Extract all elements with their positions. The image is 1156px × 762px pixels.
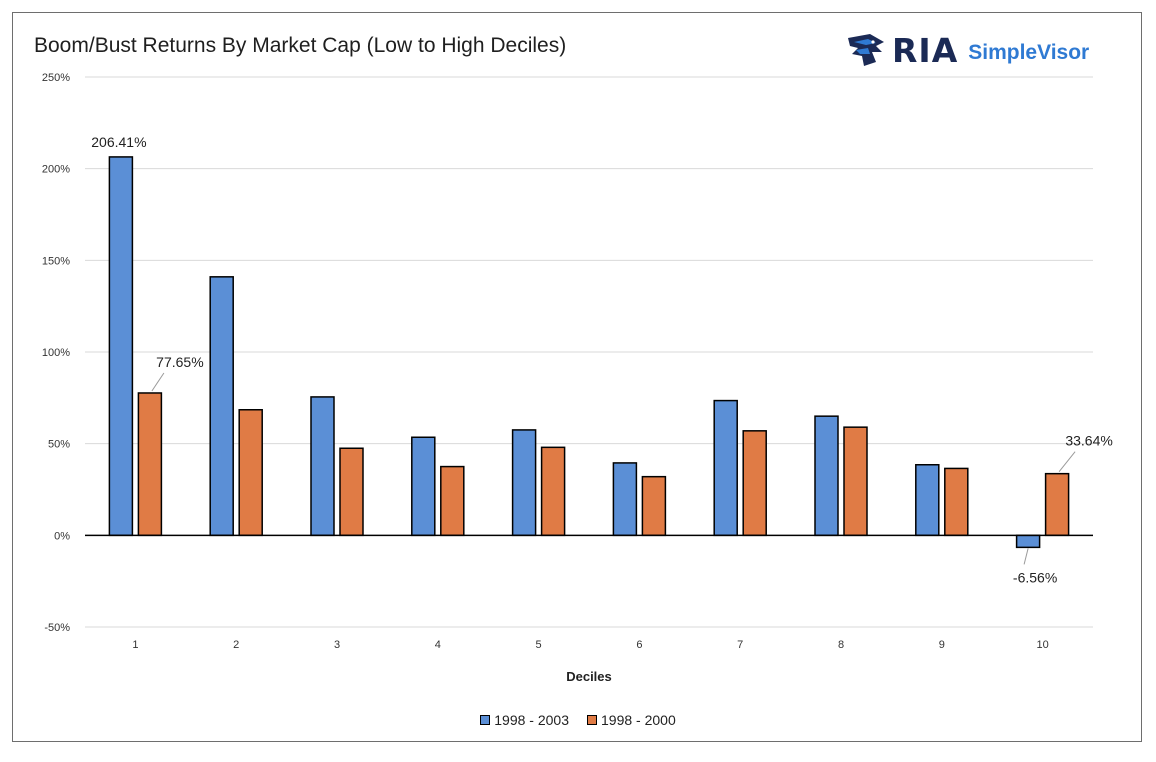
bar-series-2-decile-3 xyxy=(339,447,364,537)
y-tick-label: 250% xyxy=(42,72,70,84)
bar-series-1-decile-7 xyxy=(713,399,738,537)
brand-primary-text: RIA xyxy=(892,30,959,70)
y-tick-label: 200% xyxy=(42,164,70,176)
legend-swatch-series-2 xyxy=(587,715,597,725)
legend-item-series-1: 1998 - 2003 xyxy=(480,712,569,728)
data-label: 77.65% xyxy=(156,354,203,370)
data-label: 206.41% xyxy=(91,134,146,150)
x-tick-label: 5 xyxy=(536,639,542,651)
data-label-leader-line xyxy=(151,372,165,392)
legend-label-series-1: 1998 - 2003 xyxy=(494,712,569,728)
x-tick-label: 1 xyxy=(132,639,138,651)
y-tick-label: 150% xyxy=(42,255,70,267)
bar-series-2-decile-9 xyxy=(944,467,969,537)
bar-series-2-decile-4 xyxy=(440,465,465,537)
y-tick-label: -50% xyxy=(44,622,70,634)
chart-title: Boom/Bust Returns By Market Cap (Low to … xyxy=(34,34,567,57)
data-label-leader-line xyxy=(1023,548,1029,565)
bar-series-2-decile-1 xyxy=(137,392,163,537)
brand-secondary-text: SimpleVisor xyxy=(968,41,1090,64)
legend-item-series-2: 1998 - 2000 xyxy=(587,712,676,728)
data-label: -6.56% xyxy=(1013,569,1057,585)
bar-series-1-decile-4 xyxy=(411,436,436,537)
y-tick-label: 50% xyxy=(48,439,70,451)
bar-series-1-decile-9 xyxy=(915,464,940,537)
legend-swatch-series-1 xyxy=(480,715,491,725)
bar-series-1-decile-2 xyxy=(209,276,234,537)
bar-series-1-decile-1 xyxy=(108,156,134,537)
bar-series-1-decile-10 xyxy=(1015,534,1041,549)
y-tick-label: 100% xyxy=(42,347,70,359)
brand-logo: RIA SimpleVisor xyxy=(846,28,1089,72)
bar-series-1-decile-6 xyxy=(612,462,638,537)
eagle-head-icon xyxy=(848,34,884,66)
x-axis-title: Deciles xyxy=(566,669,612,684)
x-tick-label: 2 xyxy=(233,639,239,651)
bar-series-2-decile-7 xyxy=(742,430,767,537)
y-tick-label: 0% xyxy=(54,530,70,542)
bar-series-2-decile-6 xyxy=(641,475,667,537)
data-label-leader-line xyxy=(1058,451,1076,472)
data-label: 33.64% xyxy=(1065,433,1112,449)
x-tick-label: 8 xyxy=(838,639,844,651)
x-tick-label: 6 xyxy=(636,639,642,651)
x-tick-label: 7 xyxy=(737,639,743,651)
x-tick-label: 3 xyxy=(334,639,340,651)
x-tick-label: 10 xyxy=(1036,639,1048,651)
bar-series-2-decile-2 xyxy=(238,409,263,537)
bar-series-2-decile-5 xyxy=(540,446,566,537)
chart-legend: 1998 - 2003 1998 - 2000 xyxy=(0,710,1156,730)
x-tick-label: 9 xyxy=(939,639,945,651)
chart-frame xyxy=(12,12,1142,742)
bar-series-1-decile-3 xyxy=(310,396,335,537)
bar-series-1-decile-8 xyxy=(814,415,839,537)
x-tick-label: 4 xyxy=(435,639,441,651)
legend-label-series-2: 1998 - 2000 xyxy=(601,712,676,728)
bar-series-1-decile-5 xyxy=(511,429,537,537)
bar-series-2-decile-8 xyxy=(843,426,868,537)
bar-series-2-decile-10 xyxy=(1044,472,1070,537)
